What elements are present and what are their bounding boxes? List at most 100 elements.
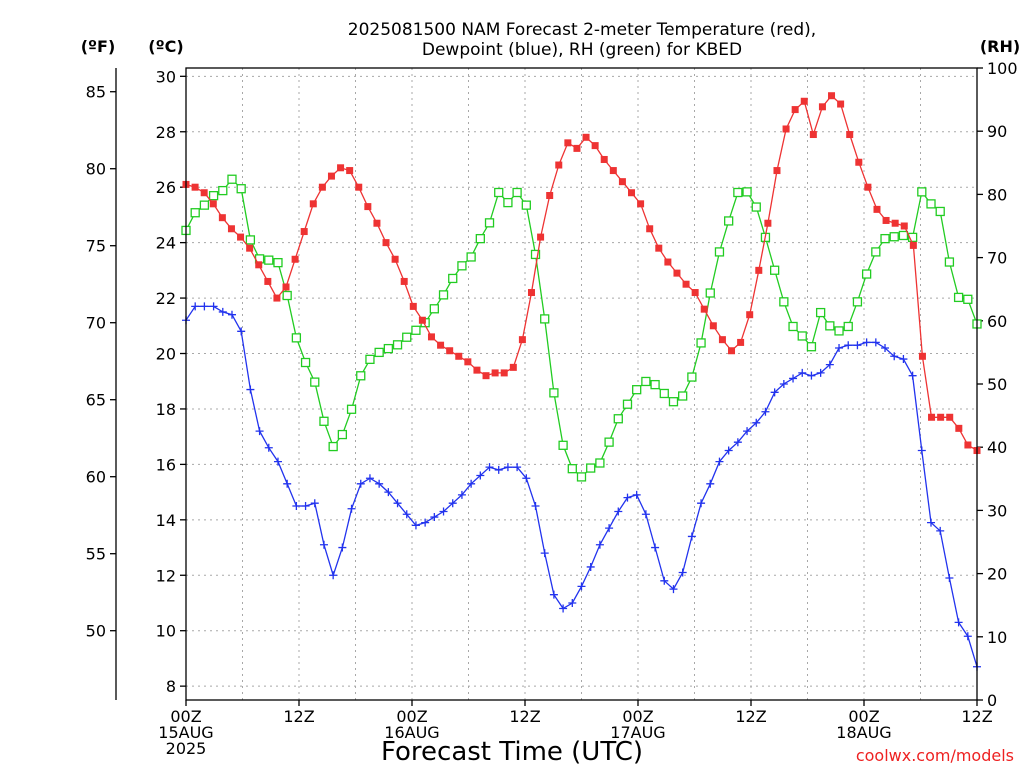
celsius-tick-label: 12: [156, 566, 176, 585]
dewpoint-point: [927, 518, 936, 527]
dewpoint-point: [743, 427, 752, 436]
temperature-point: [482, 372, 490, 380]
fahrenheit-tick-label: 85: [86, 83, 106, 102]
dewpoint-point: [678, 568, 687, 577]
temperature-point: [509, 363, 517, 371]
dewpoint-point: [632, 490, 641, 499]
celsius-tick-label: 28: [156, 123, 176, 142]
temperature-point: [828, 92, 836, 100]
rh-point: [613, 414, 623, 424]
rh-point: [282, 290, 292, 301]
rh-point: [944, 257, 955, 267]
rh-point: [834, 326, 844, 336]
time-tick-label: 00Z: [170, 707, 201, 726]
dewpoint-point: [954, 618, 963, 627]
rh-point: [208, 191, 219, 201]
rh-point: [356, 371, 366, 381]
dewpoint-point: [485, 463, 494, 472]
dewpoint-point: [301, 501, 310, 510]
temperature-point: [864, 183, 872, 191]
temperature-point: [255, 261, 263, 269]
time-tick-label: 00Z: [848, 707, 879, 726]
celsius-unit-label: (ºC): [148, 37, 183, 56]
temperature-point: [955, 424, 963, 432]
dewpoint-point: [467, 479, 476, 488]
rh-point: [199, 200, 210, 210]
rh-tick-label: 30: [987, 501, 1007, 520]
temperature-point: [909, 241, 917, 249]
dewpoint-point: [191, 302, 200, 311]
rh-point: [521, 200, 531, 210]
dewpoint-point: [200, 302, 209, 311]
dewpoint-point: [835, 343, 844, 352]
dewpoint-point: [393, 499, 402, 508]
dewpoint-point: [384, 488, 393, 497]
temperature-point: [555, 161, 563, 169]
temperature-point: [818, 103, 826, 111]
fahrenheit-tick-label: 80: [86, 160, 106, 179]
fahrenheit-axis: 50 55 60 65 70 75 80 85: [86, 68, 117, 700]
dewpoint-point: [448, 499, 457, 508]
dewpoint-point: [651, 543, 660, 552]
dewpoint-point: [669, 585, 678, 594]
rh-point: [659, 388, 669, 399]
rh-point: [604, 437, 614, 447]
dewpoint-point: [549, 590, 558, 599]
dewpoint-point: [365, 474, 374, 483]
dewpoint-point: [798, 368, 807, 377]
rh-point: [751, 202, 761, 212]
dewpoint-point: [494, 465, 503, 474]
celsius-tick-label: 18: [156, 400, 176, 419]
rh-point: [926, 199, 936, 209]
dewpoint-point: [706, 479, 715, 488]
rh-point: [705, 288, 715, 298]
temperature-point: [682, 280, 690, 288]
dewpoint-point: [853, 341, 862, 350]
dewpoint-point: [227, 310, 236, 319]
dewpoint-point: [605, 524, 614, 533]
dewpoint-point: [237, 327, 246, 336]
rh-point: [264, 255, 274, 265]
rh-point: [641, 376, 651, 387]
dewpoint-point: [595, 540, 604, 549]
temperature-point: [300, 228, 308, 236]
dewpoint-point: [871, 338, 880, 347]
rh-point: [880, 233, 890, 244]
fahrenheit-tick-label: 70: [86, 314, 106, 333]
temperature-point: [691, 289, 699, 297]
celsius-axis: 8 10 12 14 16 18 20 22 24 26 28 30: [156, 67, 186, 696]
time-tick-label: 12Z: [961, 707, 992, 726]
rh-point: [392, 340, 403, 350]
temperature-point: [437, 341, 445, 349]
dewpoint-point: [724, 446, 733, 455]
dewpoint-point: [540, 549, 549, 558]
rh-point: [825, 321, 835, 331]
dewpoint-point: [559, 604, 568, 613]
rh-point: [871, 247, 881, 257]
rh-point: [622, 399, 633, 409]
series-temperature: [182, 92, 981, 455]
dewpoint-point: [411, 521, 420, 530]
rh-point: [503, 197, 513, 208]
temperature-point: [227, 225, 235, 233]
rh-tick-label: 90: [987, 122, 1007, 141]
dewpoint-point: [421, 518, 430, 527]
temperature-point: [709, 322, 717, 330]
temperature-point: [382, 239, 390, 247]
chart-title-line-2: Dewpoint (blue), RH (green) for KBED: [422, 40, 742, 60]
temperature-point: [664, 258, 672, 266]
dewpoint-point: [522, 474, 531, 483]
temperature-point: [773, 167, 781, 175]
temperature-point: [728, 347, 736, 355]
temperature-point: [246, 244, 254, 252]
dewpoint-point: [319, 540, 328, 549]
rh-point: [632, 385, 642, 395]
celsius-tick-label: 10: [156, 622, 176, 641]
dewpoint-point: [347, 504, 356, 513]
rh-tick-label: 80: [987, 185, 1007, 204]
time-tick-label: 12Z: [283, 707, 314, 726]
rh-tick-label: 0: [987, 691, 997, 710]
rh-point: [806, 342, 817, 352]
rh-point: [742, 187, 752, 197]
rh-point: [907, 232, 918, 243]
